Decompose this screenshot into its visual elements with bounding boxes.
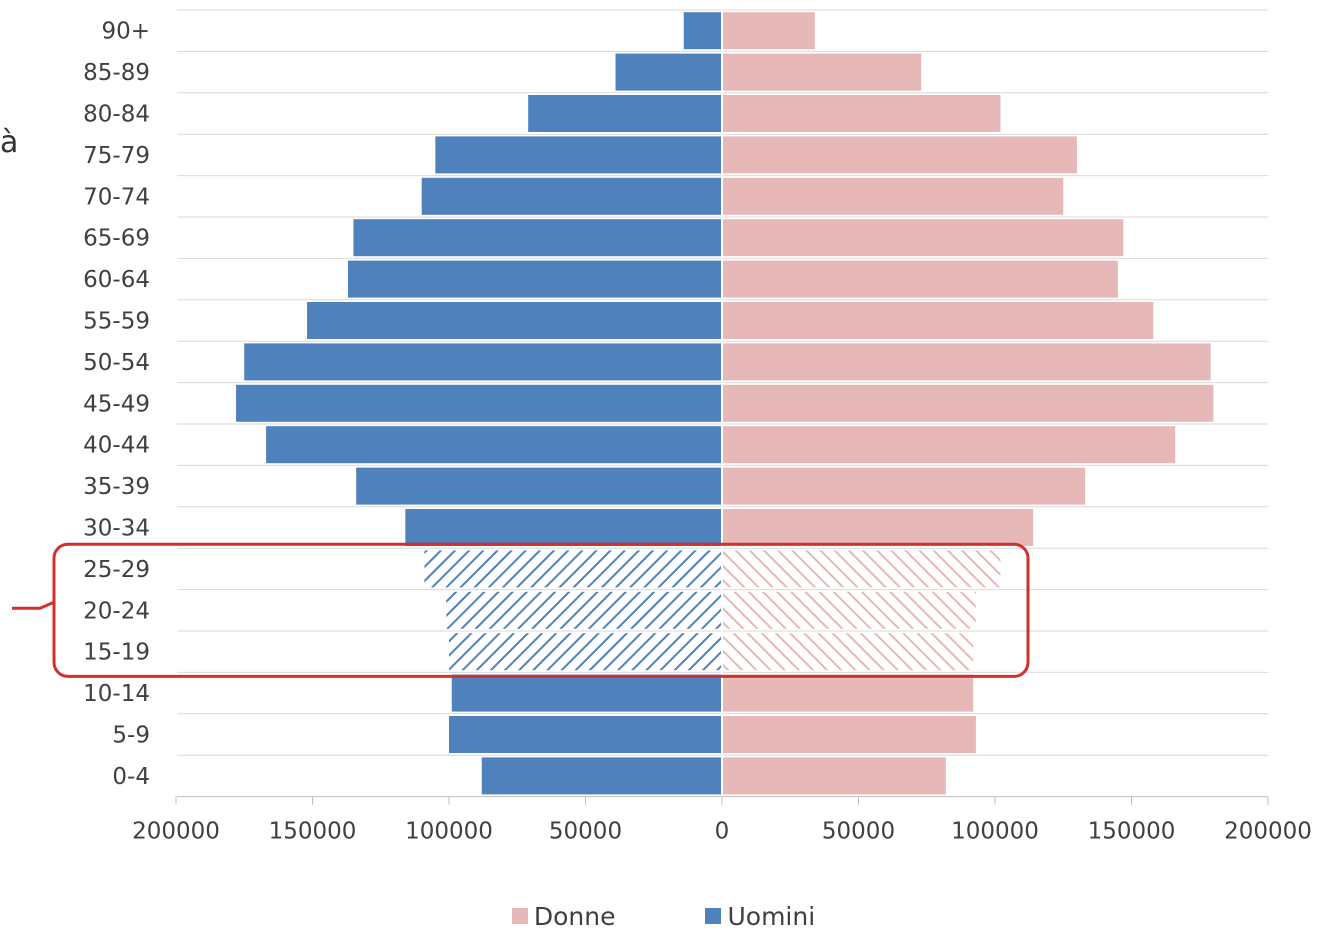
- bar-donne-35-39: [722, 467, 1086, 505]
- bar-uomini-30-34: [405, 509, 722, 546]
- bar-uomini-5-9: [449, 716, 722, 753]
- category-label-60-64: 60-64: [83, 267, 150, 293]
- x-tick-label: 0: [715, 819, 730, 845]
- bar-uomini-20-24: [446, 591, 722, 629]
- category-label-35-39: 35-39: [83, 474, 150, 500]
- category-label-45-49: 45-49: [83, 391, 150, 417]
- bar-donne-30-34: [722, 509, 1034, 546]
- bar-donne-90+: [722, 12, 815, 50]
- bar-donne-65-69: [722, 219, 1124, 257]
- x-tick-label: 150000: [269, 819, 357, 845]
- x-tick-label: 50000: [822, 819, 895, 845]
- category-label-85-89: 85-89: [83, 60, 150, 86]
- bar-uomini-75-79: [435, 136, 722, 174]
- bar-uomini-45-49: [236, 384, 722, 422]
- bar-donne-55-59: [722, 302, 1154, 339]
- category-label-0-4: 0-4: [112, 764, 150, 790]
- bar-uomini-15-19: [449, 633, 722, 671]
- category-label-65-69: 65-69: [83, 226, 150, 252]
- x-tick-label: 200000: [132, 819, 220, 845]
- bar-donne-60-64: [722, 260, 1118, 298]
- bar-donne-75-79: [722, 136, 1077, 174]
- category-label-70-74: 70-74: [83, 184, 150, 210]
- legend-swatch-donne: [511, 908, 528, 924]
- x-tick-label: 100000: [951, 819, 1039, 845]
- bars-layer: [236, 10, 1214, 797]
- category-label-25-29: 25-29: [83, 557, 150, 583]
- category-label-10-14: 10-14: [83, 681, 150, 707]
- bar-donne-25-29: [722, 550, 1001, 588]
- bar-uomini-60-64: [347, 260, 722, 298]
- category-label-50-54: 50-54: [83, 350, 150, 376]
- bar-donne-70-74: [722, 177, 1064, 215]
- bar-uomini-35-39: [356, 467, 722, 505]
- legend-swatch-uomini: [705, 908, 722, 924]
- bar-donne-45-49: [722, 384, 1214, 422]
- legend-label-donne: Donne: [533, 901, 616, 931]
- bar-uomini-85-89: [615, 53, 722, 91]
- category-label-30-34: 30-34: [83, 516, 150, 542]
- highlight-layer: [12, 542, 1030, 678]
- category-label-5-9: 5-9: [112, 723, 150, 749]
- bar-uomini-0-4: [481, 757, 722, 795]
- bar-donne-40-44: [722, 426, 1176, 464]
- bar-uomini-10-14: [451, 674, 722, 712]
- x-tick-label: 200000: [1224, 819, 1312, 845]
- category-labels: 90+ 85-89 80-84 75-79 70-74 65-69 60-64 55-59 50…: [83, 19, 150, 790]
- legend-item-uomini: Uomini: [705, 902, 815, 931]
- bar-uomini-55-59: [307, 302, 722, 339]
- x-tick-label: 100000: [405, 819, 493, 845]
- x-axis: 200000 150000 100000 50000 0 50000 100000 15000…: [132, 796, 1312, 845]
- bar-uomini-50-54: [244, 343, 722, 381]
- bar-uomini-25-29: [424, 550, 722, 588]
- bar-donne-80-84: [722, 95, 1001, 132]
- legend-label-uomini: Uomini: [727, 901, 816, 931]
- category-label-20-24: 20-24: [83, 598, 150, 624]
- category-label-55-59: 55-59: [83, 309, 150, 335]
- bar-donne-0-4: [722, 757, 946, 795]
- category-label-80-84: 80-84: [83, 102, 150, 128]
- side-text-fragment: à: [0, 125, 19, 160]
- bar-uomini-40-44: [266, 426, 722, 464]
- x-tick-label: 50000: [549, 819, 622, 845]
- bar-uomini-70-74: [421, 177, 722, 215]
- bar-uomini-90+: [683, 12, 722, 50]
- bar-donne-5-9: [722, 716, 976, 753]
- bar-donne-85-89: [722, 53, 922, 91]
- bar-donne-10-14: [722, 674, 974, 712]
- bar-uomini-65-69: [353, 219, 722, 257]
- category-label-90+: 90+: [101, 19, 150, 45]
- bar-donne-50-54: [722, 343, 1211, 381]
- highlight-box: [52, 542, 1030, 678]
- legend: Donne Uomini: [0, 898, 1327, 934]
- category-label-40-44: 40-44: [83, 433, 150, 459]
- x-tick-label: 150000: [1088, 819, 1176, 845]
- bar-donne-20-24: [722, 591, 976, 629]
- category-label-75-79: 75-79: [83, 143, 150, 169]
- legend-item-donne: Donne: [511, 901, 616, 931]
- population-pyramid-chart: 90+ 85-89 80-84 75-79 70-74 65-69 60-64 55-59 50…: [12, 9, 1312, 845]
- bar-donne-15-19: [722, 633, 974, 671]
- callout-line: [12, 600, 55, 610]
- bar-uomini-80-84: [528, 95, 722, 132]
- category-label-15-19: 15-19: [83, 640, 150, 666]
